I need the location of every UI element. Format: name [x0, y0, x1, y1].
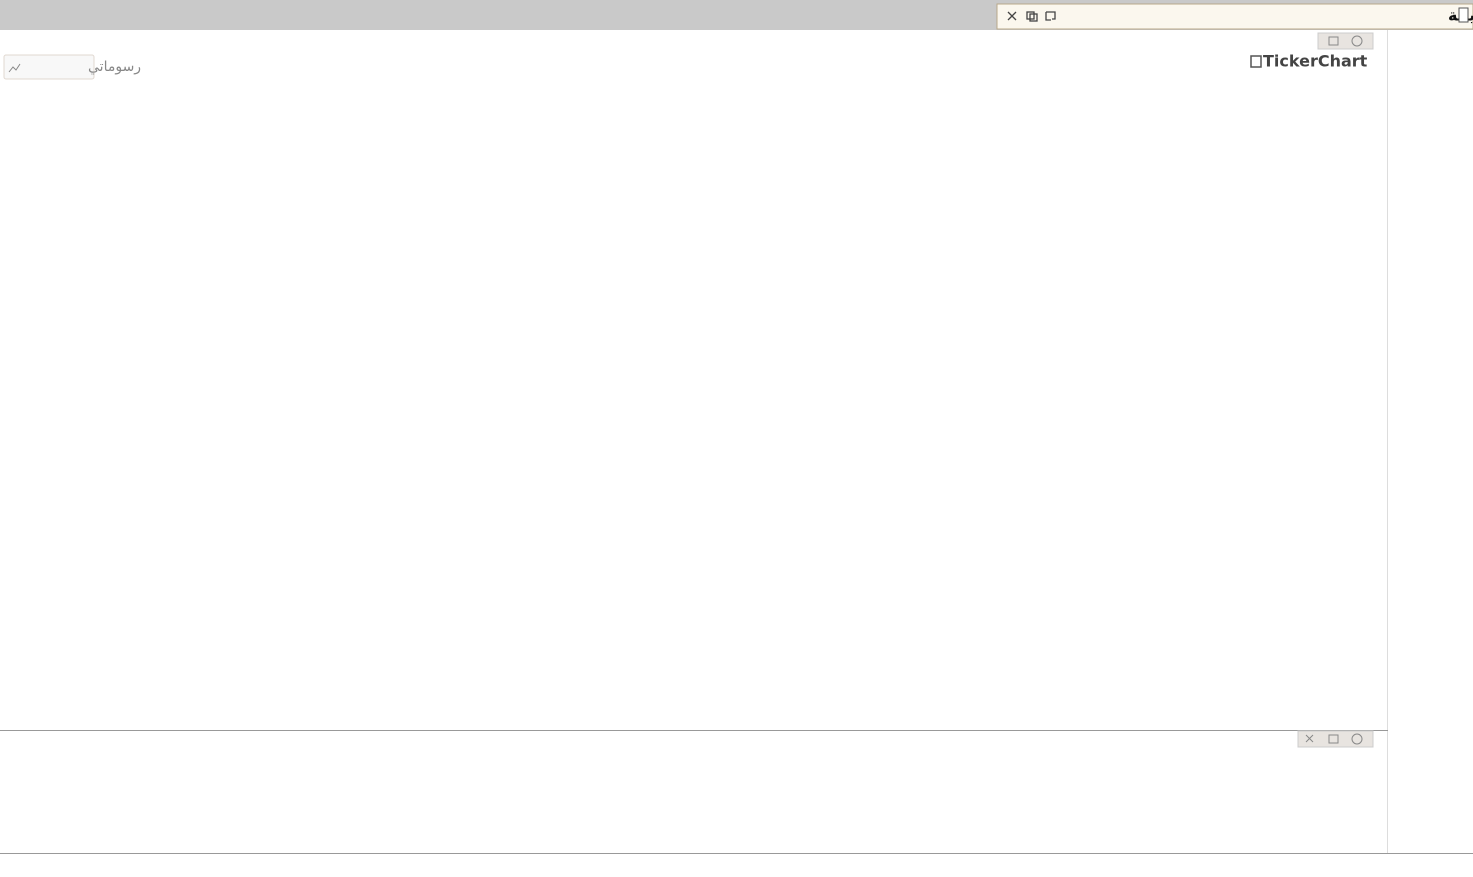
- brand-icon: [1250, 55, 1262, 68]
- drawings-icon: [8, 63, 21, 73]
- window-buttons[interactable]: [1007, 11, 1056, 22]
- settings-button[interactable]: [1351, 35, 1363, 47]
- drawings-label[interactable]: رسوماتي: [88, 59, 141, 75]
- checkbox[interactable]: [1458, 7, 1469, 23]
- vol-close-button[interactable]: [1305, 734, 1314, 743]
- y-axis-area: [1388, 30, 1473, 853]
- dock-button[interactable]: [1045, 11, 1056, 21]
- vol-settings-button[interactable]: [1351, 733, 1363, 745]
- vol-maximize-button[interactable]: [1328, 734, 1339, 744]
- panel-buttons-box: [1317, 32, 1374, 50]
- maximize-button[interactable]: [1328, 36, 1339, 46]
- restore-button-back: [1029, 13, 1038, 22]
- drawings-button[interactable]: [3, 54, 95, 80]
- brand: TickerChart: [1263, 52, 1368, 71]
- close-button[interactable]: [1007, 11, 1017, 21]
- title-box: [996, 3, 1473, 30]
- panel-buttons[interactable]: [1297, 32, 1374, 748]
